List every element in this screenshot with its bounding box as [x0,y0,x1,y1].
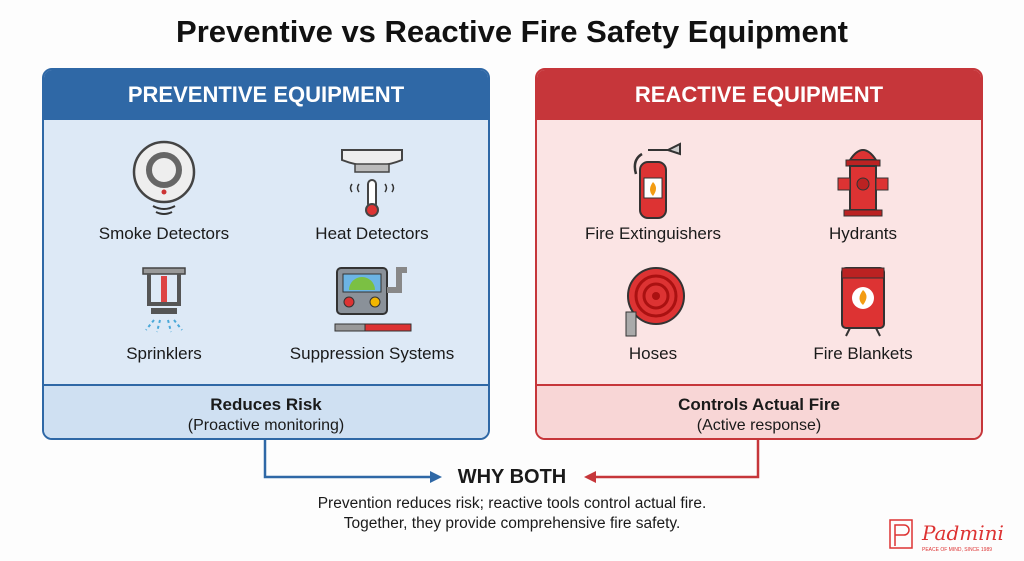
footer-subtitle: (Proactive monitoring) [187,417,345,434]
item-label: Heat Detectors [315,224,429,243]
page-title: Preventive vs Reactive Fire Safety Equip… [176,14,848,49]
svg-text:Padmini: Padmini [921,521,1004,545]
item-sprinklers: Sprinklers [64,264,264,364]
why-both-title: WHY BOTH [457,466,567,488]
fire-blanket-icon [841,267,885,337]
footer-title: Controls Actual Fire [678,395,840,414]
item-suppression-systems: Suppression Systems [272,264,472,364]
item-label: Hydrants [828,224,898,243]
description-line: Prevention reduces risk; reactive tools … [317,495,707,512]
sprinkler-icon [142,267,186,333]
preventive-header: PREVENTIVE EQUIPMENT [44,70,488,120]
footer-subtitle: (Active response) [696,417,822,434]
left-arrow [263,440,432,479]
item-label: Fire Extinguishers [584,224,722,243]
reactive-header: REACTIVE EQUIPMENT [537,70,981,120]
item-label: Smoke Detectors [98,224,230,243]
why-both-description: Prevention reduces risk; reactive tools … [0,494,1024,534]
suppression-system-icon [334,267,412,332]
preventive-footer: Reduces Risk (Proactive monitoring) [44,384,488,438]
right-arrow [594,440,760,479]
item-fire-extinguishers: Fire Extinguishers [553,140,753,244]
hose-icon [625,267,685,337]
reactive-footer: Controls Actual Fire (Active response) [537,384,981,438]
hydrant-icon [837,149,889,217]
item-fire-blankets: Fire Blankets [763,264,963,364]
preventive-panel: PREVENTIVE EQUIPMENT Smoke Detectors Hea… [42,68,490,440]
fire-extinguisher-icon [633,142,681,219]
smoke-detector-icon [132,140,196,215]
description-line: Together, they provide comprehensive fir… [343,515,681,532]
footer-title: Reduces Risk [210,395,322,414]
item-heat-detectors: Heat Detectors [272,140,472,244]
item-label: Suppression Systems [289,344,455,363]
item-hoses: Hoses [553,264,753,364]
svg-text:PEACE OF MIND, SINCE 1989: PEACE OF MIND, SINCE 1989 [922,547,992,553]
item-label: Sprinklers [126,344,202,363]
reactive-panel: REACTIVE EQUIPMENT Fire Extinguishers Hy… [535,68,983,440]
item-label: Fire Blankets [813,344,913,363]
item-hydrants: Hydrants [763,140,963,244]
right-arrowhead [584,471,596,483]
heat-detector-icon [341,149,403,217]
item-label: Hoses [628,344,678,363]
padmini-logo: Padmini PEACE OF MIND, SINCE 1989 [886,516,1022,556]
left-arrowhead [430,471,442,483]
item-smoke-detectors: Smoke Detectors [64,140,264,244]
